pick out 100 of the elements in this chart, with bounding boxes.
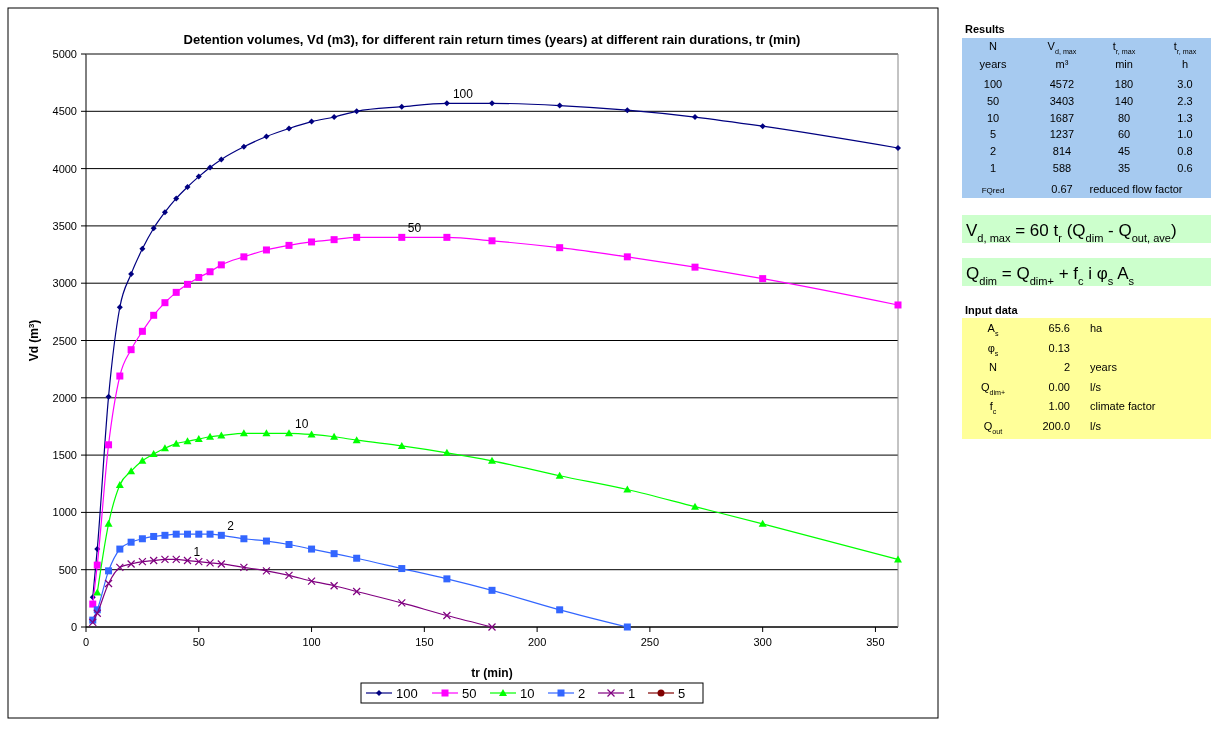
text: 140 <box>1114 94 1134 107</box>
x-tick-label: 300 <box>753 636 772 648</box>
text: l/s <box>1090 419 1102 432</box>
text: 200.0 <box>1042 419 1070 432</box>
point <box>488 586 496 594</box>
x-tick-label: 50 <box>192 636 205 648</box>
annotation: 2 <box>227 519 235 534</box>
point <box>285 429 293 437</box>
point <box>398 565 406 573</box>
point <box>194 557 203 566</box>
point <box>195 530 203 538</box>
point <box>104 519 113 527</box>
point <box>150 225 157 232</box>
point <box>172 288 180 296</box>
point <box>150 532 158 540</box>
text: 5 <box>989 128 997 141</box>
point <box>556 606 564 614</box>
point <box>105 567 113 575</box>
x-tick-label: 150 <box>415 636 434 648</box>
point <box>138 327 146 335</box>
y-tick-label: 4000 <box>52 162 77 175</box>
point <box>184 280 191 288</box>
point <box>105 393 112 400</box>
y-tick-label: 2000 <box>52 391 77 404</box>
point <box>691 502 699 510</box>
point <box>443 100 450 107</box>
text: 3403 <box>1049 94 1075 107</box>
point <box>128 271 135 278</box>
point <box>285 540 293 548</box>
text: 60 <box>1117 128 1131 141</box>
text: Q$_{dim}$ = Q$_{dim+}$ + f$_{c}$ i φ$_{s}$ A$_{s}$ <box>966 264 1134 287</box>
text: 1237 <box>1049 128 1075 141</box>
point <box>116 372 124 380</box>
text: Q$_{out}$ <box>983 419 1003 436</box>
text: m³ <box>1055 58 1069 70</box>
point <box>442 448 451 456</box>
point <box>239 563 248 572</box>
x-tick-label: 250 <box>640 636 660 648</box>
text: ha <box>1090 322 1104 334</box>
point <box>218 156 225 163</box>
point <box>161 209 168 216</box>
point <box>352 436 361 444</box>
point <box>353 554 361 562</box>
point <box>127 559 136 569</box>
text: Input data <box>965 304 1019 316</box>
legend-label: 10 <box>520 686 535 701</box>
point <box>150 311 158 319</box>
point <box>127 346 135 354</box>
point <box>160 444 169 452</box>
point <box>138 557 147 566</box>
x-tick-label: 100 <box>302 636 321 648</box>
point <box>895 144 901 151</box>
point <box>207 164 214 171</box>
point <box>488 456 496 464</box>
y-tick-label: 0 <box>70 621 77 633</box>
point <box>93 561 101 569</box>
y-tick-label: 5000 <box>52 48 77 60</box>
x-tick-label: 350 <box>866 636 885 648</box>
point <box>217 559 226 569</box>
text: V$_{d, max}$ <box>1047 40 1077 56</box>
text: 2 <box>989 145 997 158</box>
point <box>330 550 338 558</box>
point <box>217 531 225 539</box>
point <box>285 241 293 249</box>
text: h <box>1181 58 1189 70</box>
text: 814 <box>1052 145 1072 158</box>
y-tick-label: 1000 <box>52 506 77 519</box>
y-tick-label: 1500 <box>52 449 77 462</box>
point <box>89 600 97 608</box>
point <box>488 237 496 245</box>
text: N <box>989 361 998 373</box>
point <box>442 611 451 620</box>
text: FQred <box>981 185 1005 195</box>
text: t$_{r, max}$ <box>1112 40 1136 56</box>
point <box>489 100 495 107</box>
text: 80 <box>1117 111 1131 124</box>
point <box>105 441 113 449</box>
text: 0.67 <box>1051 182 1073 195</box>
point <box>195 273 203 281</box>
point <box>263 133 270 140</box>
text: 1.0 <box>1177 128 1193 141</box>
point <box>184 530 191 538</box>
point <box>115 563 124 572</box>
point <box>353 233 361 241</box>
text: reduced flow factor <box>1089 182 1183 195</box>
point <box>172 439 181 447</box>
y-tick-label: 3500 <box>52 219 77 232</box>
point <box>160 555 170 564</box>
text: 2.3 <box>1177 94 1193 107</box>
text: climate factor <box>1090 400 1156 412</box>
point <box>624 107 631 114</box>
text: 1.00 <box>1048 400 1070 412</box>
legend-label: 1 <box>628 686 636 701</box>
text: N <box>989 40 998 52</box>
legend-label: 100 <box>396 686 418 701</box>
point <box>262 566 271 575</box>
text: 50 <box>986 94 1000 107</box>
y-tick-label: 2500 <box>52 334 77 347</box>
point <box>308 545 316 553</box>
point <box>183 556 192 565</box>
